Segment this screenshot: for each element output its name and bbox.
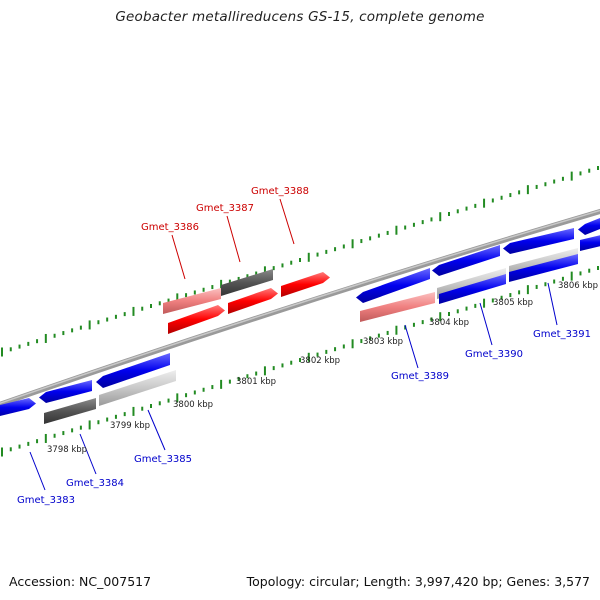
gene-feature-blue <box>96 353 170 388</box>
callout-line <box>279 198 295 245</box>
gene-label[interactable]: Gmet_3388 <box>251 186 309 197</box>
callout-line <box>226 215 241 263</box>
gene-label[interactable]: Gmet_3384 <box>66 478 124 489</box>
gene-feature-red <box>281 272 330 297</box>
gene-feature-dark <box>44 398 96 424</box>
kbp-label: 3799 kbp <box>110 421 150 431</box>
gene-callouts: Gmet_3383 Gmet_3384 Gmet_3385 Gmet_3386 Gmet… <box>17 186 591 506</box>
genome-info-label: Topology: circular; Length: 3,997,420 bp… <box>246 574 590 589</box>
upper-tick-track <box>1 166 599 357</box>
gene-label[interactable]: Gmet_3391 <box>533 329 591 340</box>
gene-feature-dark <box>221 269 273 296</box>
gene-feature-blue <box>439 274 506 304</box>
gene-label[interactable]: Gmet_3383 <box>17 495 75 506</box>
gene-feature-blue <box>0 398 36 417</box>
kbp-label: 3802 kbp <box>300 356 340 366</box>
gene-feature-red <box>228 288 278 314</box>
kbp-label: 3798 kbp <box>47 445 87 455</box>
kbp-label: 3804 kbp <box>429 318 469 328</box>
gene-feature-blue <box>356 268 430 303</box>
callout-line <box>29 451 46 491</box>
genome-backbone <box>0 208 600 407</box>
gene-feature-blue <box>509 254 578 282</box>
callout-line <box>147 409 166 451</box>
gene-feature-blue <box>580 235 600 251</box>
callout-line <box>479 302 493 346</box>
kbp-label: 3803 kbp <box>363 337 403 347</box>
gene-label[interactable]: Gmet_3390 <box>465 349 523 360</box>
gene-feature-pink <box>163 288 221 314</box>
kbp-labels: 3798 kbp 3799 kbp 3800 kbp 3801 kbp 3802 kbp… <box>47 281 598 455</box>
gene-feature-light <box>99 370 176 406</box>
kbp-label: 3806 kbp <box>558 281 598 291</box>
gene-feature-blue <box>39 380 92 403</box>
genome-backbone-highlight <box>0 209 600 405</box>
kbp-label: 3801 kbp <box>236 377 276 387</box>
genome-title: Geobacter metallireducens GS-15, complet… <box>115 9 485 25</box>
kbp-label: 3800 kbp <box>173 400 213 410</box>
callout-line <box>171 234 186 280</box>
gene-feature-blue <box>503 228 574 254</box>
gene-feature-pink <box>360 292 435 322</box>
accession-label: Accession: NC_007517 <box>9 574 152 589</box>
gene-label[interactable]: Gmet_3389 <box>391 371 449 382</box>
lower-tick-track <box>1 266 599 457</box>
callout-line <box>404 324 419 369</box>
callout-line <box>547 282 558 326</box>
gene-feature-blue <box>432 245 500 276</box>
gene-label[interactable]: Gmet_3385 <box>134 454 192 465</box>
gene-label[interactable]: Gmet_3387 <box>196 203 254 214</box>
gene-label[interactable]: Gmet_3386 <box>141 222 199 233</box>
gene-features <box>0 218 600 424</box>
gene-feature-blue <box>578 218 600 235</box>
callout-line <box>79 433 97 475</box>
gene-feature-red <box>168 305 225 334</box>
kbp-label: 3805 kbp <box>493 298 533 308</box>
